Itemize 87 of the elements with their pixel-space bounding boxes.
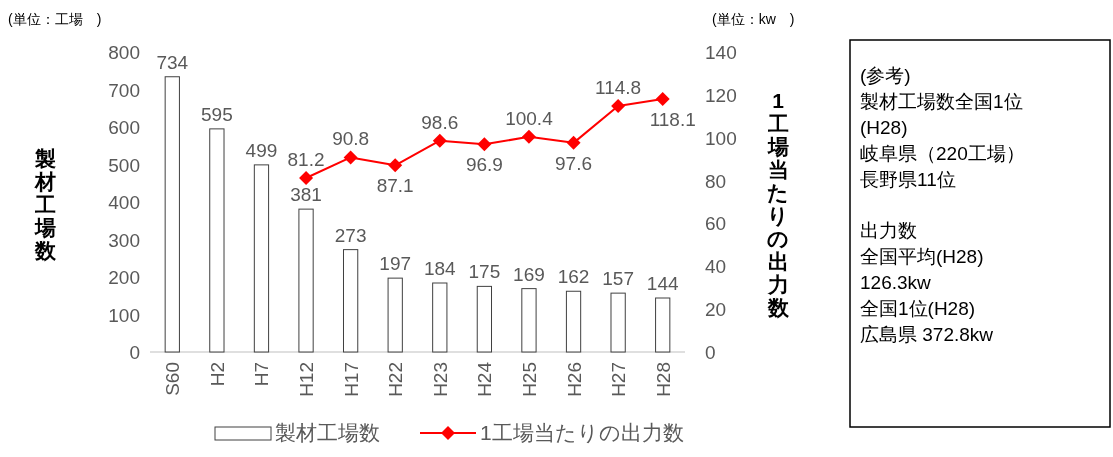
data-label: 114.8 — [595, 77, 642, 98]
legend-label: 製材工場数 — [275, 421, 380, 444]
bar — [476, 285, 493, 353]
legend-label: 1工場当たりの出力数 — [480, 421, 684, 444]
data-label: 169 — [513, 263, 545, 285]
text: 長野県11位 — [860, 169, 956, 190]
x-tick-label: H27 — [608, 362, 630, 397]
data-label: 144 — [646, 273, 679, 294]
data-label: 118.1 — [649, 108, 696, 130]
bar — [209, 128, 225, 353]
y2-tick-label: 120 — [705, 84, 737, 106]
x-tick-label: H17 — [340, 362, 362, 397]
point — [566, 135, 581, 150]
point — [299, 171, 314, 185]
text: 製材工場数全国1位 — [860, 91, 1023, 112]
point — [655, 91, 670, 106]
y2-tick-label: 20 — [705, 299, 727, 321]
y-tick-label: 600 — [108, 117, 140, 138]
y2-tick-label: 40 — [705, 256, 727, 278]
data-label: 175 — [468, 261, 501, 283]
point — [477, 137, 492, 152]
x-tick-label: H26 — [563, 362, 585, 397]
y-tick-label: 300 — [108, 229, 140, 251]
text: 広島県 372.8kw — [860, 324, 994, 345]
point — [611, 99, 626, 113]
x-tick-label: H24 — [474, 361, 496, 397]
text: (単位：工場 ) — [8, 11, 102, 27]
y2-tick-label: 0 — [705, 342, 716, 363]
data-label: 87.1 — [376, 175, 414, 197]
y2-tick-label: 60 — [705, 213, 727, 235]
x-tick-label: S60 — [162, 362, 184, 396]
data-label: 499 — [245, 139, 278, 161]
data-label: 97.6 — [555, 152, 593, 174]
bar — [298, 208, 314, 353]
point — [432, 133, 447, 148]
data-label: 162 — [557, 266, 590, 288]
data-label: 595 — [201, 103, 233, 125]
y-tick-label: 100 — [108, 304, 140, 326]
data-label: 184 — [423, 258, 457, 279]
text: 全国1位(H28) — [860, 298, 976, 319]
bar — [432, 282, 448, 353]
text: 126.3kw — [860, 272, 932, 293]
data-label: 90.8 — [332, 128, 370, 150]
text: 全国平均(H28) — [860, 246, 984, 267]
bar — [655, 297, 671, 353]
y2-tick-label: 80 — [705, 170, 727, 192]
x-tick-label: H25 — [518, 362, 540, 397]
data-label: 381 — [290, 184, 322, 206]
bar — [342, 249, 359, 353]
y-tick-label: 0 — [129, 342, 140, 363]
x-tick-label: H2 — [206, 362, 228, 387]
data-label: 273 — [334, 224, 367, 246]
data-label: 157 — [602, 268, 634, 290]
bar — [387, 277, 403, 353]
x-tick-label: H12 — [296, 362, 318, 397]
y-tick-label: 200 — [108, 267, 140, 288]
data-label: 734 — [156, 51, 189, 73]
y2-tick-label: 100 — [705, 127, 737, 149]
point — [388, 158, 403, 173]
text: 1工場当たりの出力数 — [767, 89, 789, 319]
y-tick-label: 400 — [108, 192, 140, 213]
y2-tick-label: 140 — [705, 42, 737, 63]
point — [343, 150, 358, 165]
x-tick-label: H23 — [429, 362, 451, 397]
x-tick-label: H28 — [652, 362, 674, 397]
data-label: 100.4 — [505, 107, 554, 129]
y-tick-label: 500 — [108, 154, 140, 176]
x-tick-label: H22 — [385, 362, 407, 397]
x-tick-label: H7 — [251, 362, 273, 387]
bar — [164, 76, 180, 353]
text: (H28) — [860, 117, 908, 138]
data-label: 98.6 — [421, 111, 459, 133]
bar — [565, 290, 582, 353]
bar — [521, 288, 537, 353]
bar — [253, 164, 270, 353]
text: 出力数 — [860, 220, 917, 241]
data-label: 197 — [379, 253, 412, 275]
y-tick-label: 700 — [108, 79, 140, 101]
text: 岐阜県（220工場） — [860, 143, 1025, 164]
text: (単位：kw ) — [712, 11, 795, 27]
bar — [610, 292, 626, 353]
text: (参考) — [860, 65, 911, 86]
y-tick-label: 800 — [108, 42, 140, 63]
data-label: 96.9 — [465, 154, 503, 176]
data-label: 81.2 — [287, 149, 325, 170]
point — [521, 129, 536, 144]
y-axis-title: 製材工場数 — [33, 146, 57, 262]
